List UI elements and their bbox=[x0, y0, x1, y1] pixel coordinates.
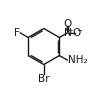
Text: Br: Br bbox=[38, 74, 50, 84]
Text: N: N bbox=[64, 28, 71, 38]
Text: O: O bbox=[63, 19, 72, 29]
Text: NH₂: NH₂ bbox=[68, 56, 88, 65]
Text: +: + bbox=[67, 28, 73, 34]
Text: F: F bbox=[14, 28, 20, 38]
Text: O: O bbox=[73, 28, 81, 38]
Text: −: − bbox=[76, 28, 82, 34]
